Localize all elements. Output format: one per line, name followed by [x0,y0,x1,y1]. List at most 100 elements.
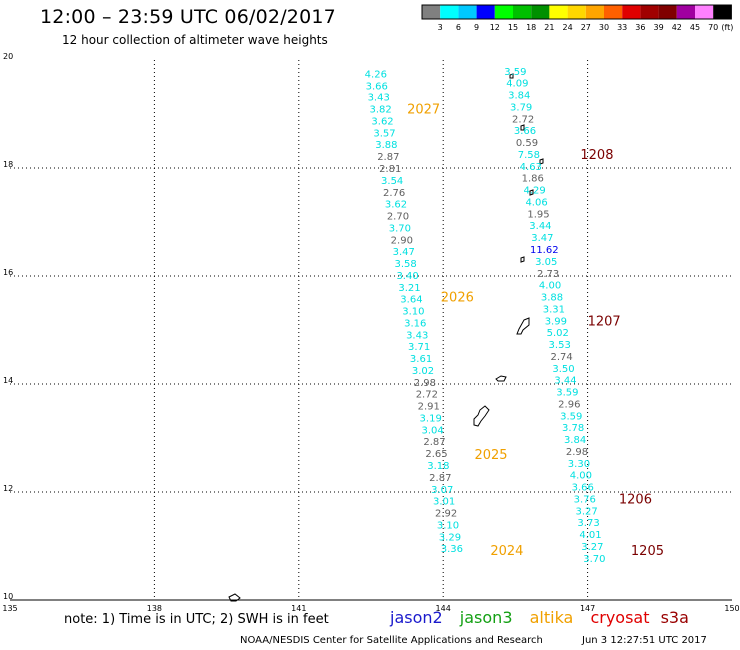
legend-s3a: s3a [660,608,689,627]
wave-height-value: 3.82 [369,105,391,116]
wave-height-value: 7.58 [518,150,540,161]
color-scale-label: 45 [690,23,700,32]
wave-height-value: 4.00 [539,281,561,292]
lon-tick-label: 135 [2,604,17,613]
color-scale-swatch [713,5,732,19]
wave-height-value: 3.88 [375,140,397,151]
lat-tick-label: 14 [3,376,13,385]
wave-height-value: 4.26 [365,70,387,81]
legend-jason3: jason3 [459,608,513,627]
color-scale-label: 21 [544,23,554,32]
color-scale-swatch [422,5,441,19]
color-scale-unit: (ft) [721,23,733,32]
wave-height-value: 4.63 [520,162,542,173]
island-rota [495,375,507,382]
wave-height-value: 3.66 [514,126,536,137]
wave-height-value: 3.50 [552,364,574,375]
wave-height-value: 3.19 [420,413,442,424]
lat-tick-label: 10 [3,592,13,601]
wave-height-value: 3.70 [389,223,411,234]
wave-height-value: 2.87 [429,473,451,484]
island-asuncion [520,124,525,131]
color-scale-label: 12 [490,23,500,32]
wave-height-value: 2.87 [423,437,445,448]
wave-height-value: 3.79 [510,102,532,113]
lat-tick-label: 18 [3,160,13,169]
color-scale-swatch [658,5,677,19]
wave-height-value: 2.81 [379,164,401,175]
color-scale-label: 24 [563,23,573,32]
island-ngulu [228,593,241,602]
wave-height-value: 3.58 [395,259,417,270]
color-scale-label: 33 [617,23,627,32]
color-scale-label: 6 [456,23,461,32]
pass-time-label: 1207 [588,314,621,329]
page-subtitle: 12 hour collection of altimeter wave hei… [62,33,328,47]
footer-note: note: 1) Time is in UTC; 2) SWH is in fe… [64,612,329,627]
wave-height-value: 1.86 [522,174,544,185]
lon-tick-label: 150 [724,604,739,613]
wave-height-value: 3.36 [441,544,463,555]
wave-height-value: 3.30 [568,459,590,470]
satellite-legend: jason2 jason3 altika cryosat s3a [390,608,701,627]
color-scale-label: 3 [438,23,443,32]
wave-height-value: 3.44 [554,376,576,387]
color-scale-swatch [640,5,659,19]
pass-time-label: 2026 [441,291,474,306]
color-scale-frame [421,4,732,20]
wave-height-value: 3.62 [371,116,393,127]
wave-height-value: 1.95 [527,209,549,220]
coastline-islands [228,73,544,602]
wave-height-value: 4.06 [525,197,547,208]
color-scale-swatch [676,5,695,19]
lat-lon-grid [10,60,732,601]
color-scale-label: 70 [708,23,718,32]
wave-height-value: 2.73 [537,269,559,280]
wave-height-value: 3.18 [427,461,449,472]
wave-height-value: 3.66 [572,483,594,494]
wave-height-value: 3.07 [431,485,453,496]
wave-height-value: 3.84 [508,91,530,102]
wave-height-value: 3.02 [412,366,434,377]
wave-height-value: 2.96 [558,399,580,410]
color-scale-swatch [494,5,513,19]
wave-height-value: 2.87 [377,152,399,163]
color-scale-swatch [549,5,568,19]
wave-height-value: 3.73 [577,518,599,529]
pass-time-label: 1205 [631,544,664,559]
color-scale-label: 18 [526,23,536,32]
axis-tick-labels: 135 138 141 144 147 150 20 18 16 14 12 10 [2,52,739,613]
color-scale-label: 9 [474,23,479,32]
wave-height-value: 3.01 [433,497,455,508]
pass-time-label: 1206 [619,492,652,507]
pass-time-label: 2025 [474,448,507,463]
wave-height-value: 11.62 [530,245,559,256]
wave-height-value: 2.76 [383,188,405,199]
lon-tick-label: 138 [147,604,162,613]
island-saipan-tinian [516,317,530,335]
wave-height-value: 4.29 [524,186,546,197]
pass-time-label: 2027 [407,103,440,118]
lat-tick-label: 20 [3,52,13,61]
wave-height-value: 3.84 [564,435,586,446]
wave-height-value: 3.64 [400,295,422,306]
wave-height-value: 3.29 [439,532,461,543]
wave-height-value: 3.99 [545,316,567,327]
generated-timestamp: Jun 3 12:27:51 UTC 2017 [582,635,707,646]
color-scale-label: 30 [599,23,609,32]
wave-height-value: 3.10 [437,520,459,531]
color-scale-label: 15 [508,23,518,32]
lat-tick-label: 12 [3,484,13,493]
color-scale-legend: 3 6 9 12 15 18 21 24 27 30 33 36 39 42 45 70 (ft) [421,4,733,32]
legend-cryosat: cryosat [590,608,650,627]
legend-altika: altika [529,608,574,627]
wave-height-value: 3.62 [385,200,407,211]
wave-height-value: 2.70 [387,212,409,223]
color-scale-label: 39 [654,23,664,32]
wave-height-value: 3.53 [549,340,571,351]
wave-height-value: 0.59 [516,138,538,149]
color-scale-swatch [440,5,459,19]
legend-jason2: jason2 [390,608,443,627]
wave-height-value: 4.09 [506,79,528,90]
